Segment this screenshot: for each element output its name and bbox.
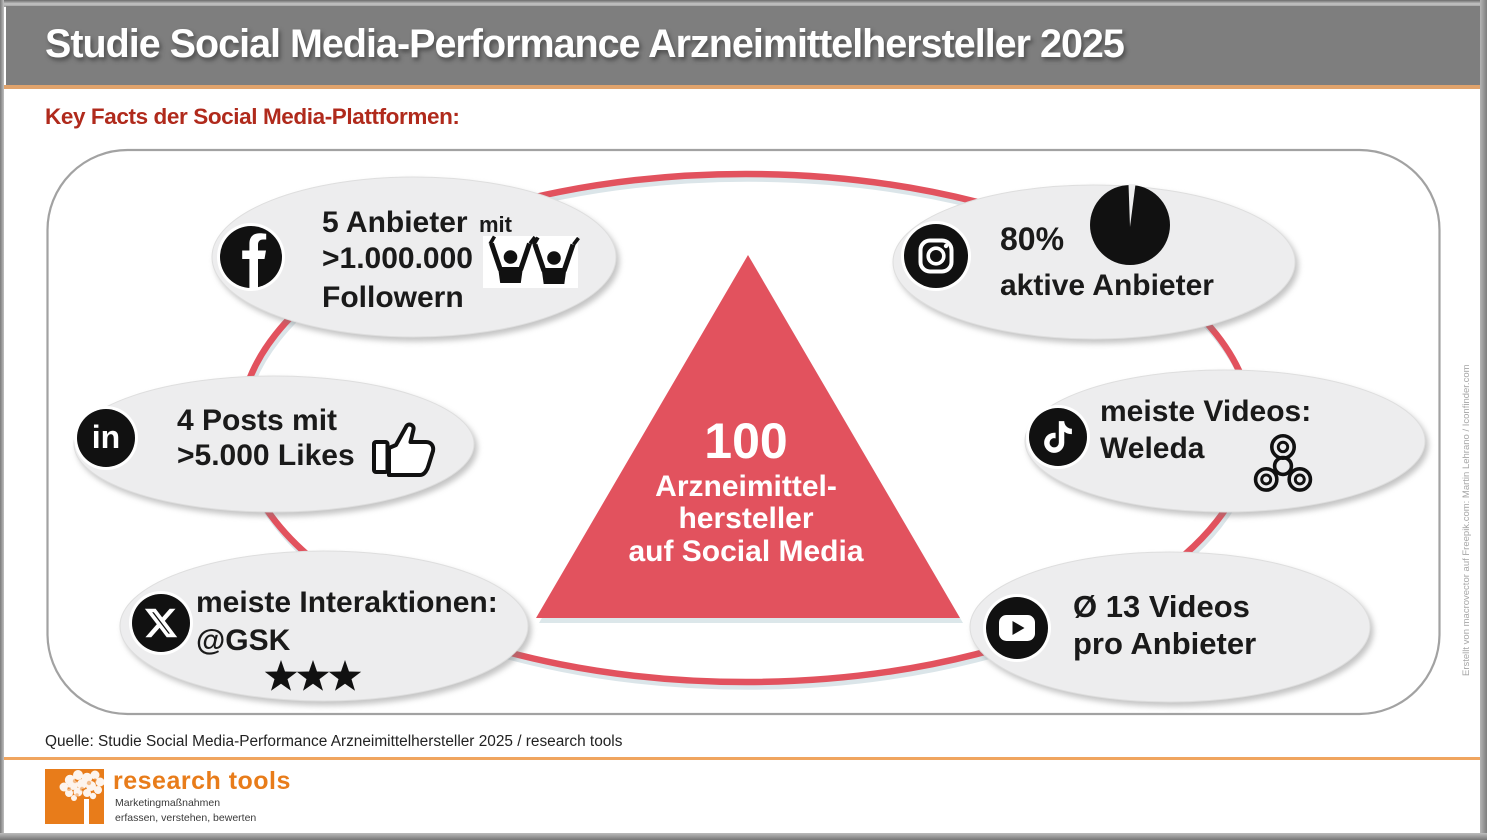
svg-text:Followern: Followern (322, 281, 464, 314)
svg-text:Weleda: Weleda (1100, 432, 1205, 465)
svg-text:hersteller: hersteller (678, 502, 813, 535)
svg-text:>5.000 Likes: >5.000 Likes (177, 439, 355, 472)
svg-text:>1.000.000: >1.000.000 (322, 242, 473, 275)
svg-text:5 Anbieter mit: 5 Anbieter mit (322, 206, 513, 239)
svg-text:meiste Interaktionen:: meiste Interaktionen: (196, 586, 498, 619)
svg-text:80%: 80% (1000, 221, 1064, 257)
svg-text:in: in (92, 419, 120, 455)
svg-text:auf Social Media: auf Social Media (628, 535, 863, 568)
svg-text:pro Anbieter: pro Anbieter (1073, 626, 1256, 661)
svg-text:Ø 13 Videos: Ø 13 Videos (1073, 589, 1250, 624)
svg-text:aktive Anbieter: aktive Anbieter (1000, 269, 1214, 302)
svg-text:meiste Videos:: meiste Videos: (1100, 395, 1311, 428)
svg-text:4 Posts mit: 4 Posts mit (177, 404, 337, 437)
svg-text:100: 100 (704, 413, 787, 469)
svg-text:@GSK: @GSK (196, 624, 291, 657)
svg-text:Arzneimittel-: Arzneimittel- (655, 470, 837, 503)
